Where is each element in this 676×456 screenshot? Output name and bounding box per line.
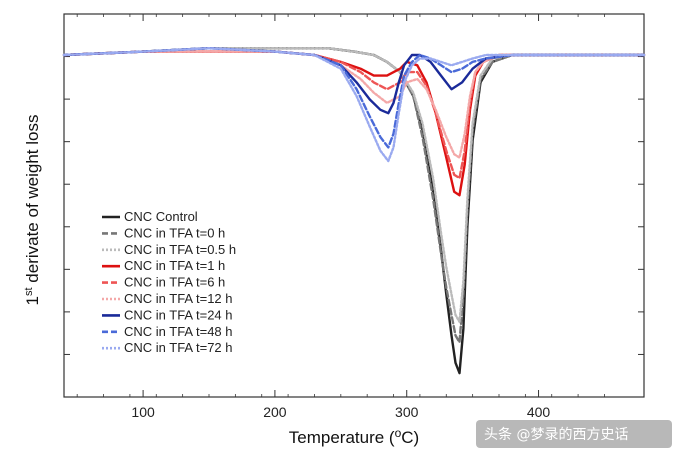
series-lines — [62, 47, 646, 375]
x-axis-label-main: Temperature ( — [289, 428, 395, 447]
x-tick-label: 100 — [131, 404, 155, 420]
legend-entry: CNC in TFA t=72 h — [124, 340, 233, 355]
legend-entry: CNC in TFA t=12 h — [124, 291, 233, 306]
ticks: 100 200 300 400 — [64, 14, 644, 420]
y-axis-label-number: 1 — [23, 296, 42, 305]
series-line-9 — [62, 47, 646, 163]
series-line-3 — [62, 47, 646, 323]
legend-entry: CNC in TFA t=6 h — [124, 275, 225, 290]
legend-entry: CNC in TFA t=24 h — [124, 307, 233, 322]
legend-entry: CNC Control — [124, 209, 198, 224]
watermark-text: 头条 @梦录的西方史话 — [484, 426, 628, 443]
x-axis-label-superscript: o — [395, 426, 402, 440]
watermark-bg — [476, 420, 672, 448]
y-axis-label: 1st derivate of weight loss — [23, 115, 42, 306]
x-axis-label: Temperature (oC) — [289, 426, 419, 447]
x-tick-label: 200 — [263, 404, 287, 420]
y-axis-label-superscript: st — [23, 287, 35, 296]
legend-entry: CNC in TFA t=0 h — [124, 225, 225, 240]
legend-entry: CNC in TFA t=0.5 h — [124, 242, 236, 257]
x-tick-label: 400 — [527, 404, 551, 420]
watermark: 头条 @梦录的西方史话 — [476, 420, 672, 448]
y-axis-label-text: derivate of weight loss — [23, 115, 42, 288]
legend-entry: CNC in TFA t=1 h — [124, 258, 225, 273]
x-tick-label: 300 — [395, 404, 419, 420]
legend-entry: CNC in TFA t=48 h — [124, 324, 233, 339]
x-axis-label-end: C) — [401, 428, 419, 447]
